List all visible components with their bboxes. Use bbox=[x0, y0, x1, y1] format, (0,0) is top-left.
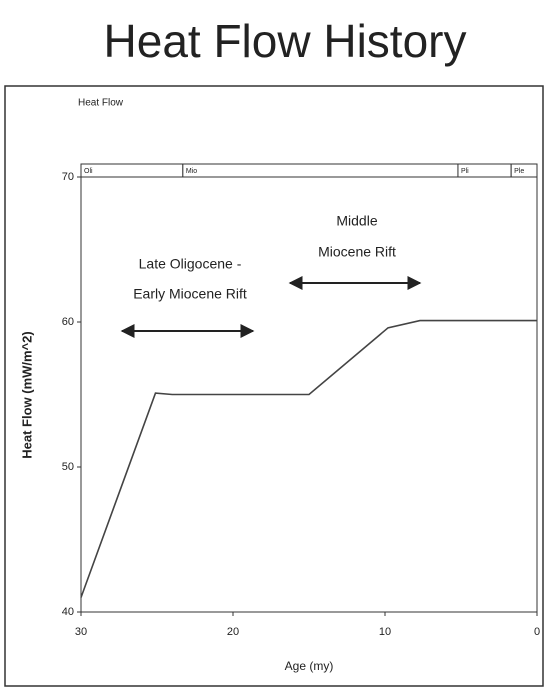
y-axis-label: Heat Flow (mW/m^2) bbox=[19, 331, 34, 459]
period-cell bbox=[510, 163, 538, 178]
chart-title: Heat Flow History bbox=[104, 15, 467, 67]
data-line bbox=[80, 319, 537, 598]
annotation: Miocene Rift bbox=[318, 244, 396, 260]
x-tick-label: 10 bbox=[379, 626, 391, 638]
y-tick-label: 70 bbox=[62, 171, 74, 183]
period-label: Pli bbox=[461, 168, 469, 175]
x-tick-label: 0 bbox=[534, 626, 540, 638]
period-label: Ple bbox=[514, 168, 524, 175]
annotation: Middle bbox=[336, 213, 377, 229]
x-axis-label: Age (my) bbox=[285, 659, 334, 673]
y-tick-label: 50 bbox=[62, 461, 74, 473]
subtitle: Heat Flow bbox=[78, 98, 124, 109]
annotation: Late Oligocene - bbox=[139, 256, 242, 272]
period-label: Oli bbox=[84, 168, 93, 175]
y-tick-label: 60 bbox=[62, 316, 74, 328]
period-cell bbox=[80, 163, 184, 178]
x-tick-label: 30 bbox=[75, 626, 87, 638]
y-tick-label: 40 bbox=[62, 606, 74, 618]
period-label: Mio bbox=[186, 168, 197, 175]
period-cell bbox=[182, 163, 459, 178]
frame bbox=[4, 85, 544, 687]
x-tick-label: 20 bbox=[227, 626, 239, 638]
annotation: Early Miocene Rift bbox=[133, 286, 247, 302]
